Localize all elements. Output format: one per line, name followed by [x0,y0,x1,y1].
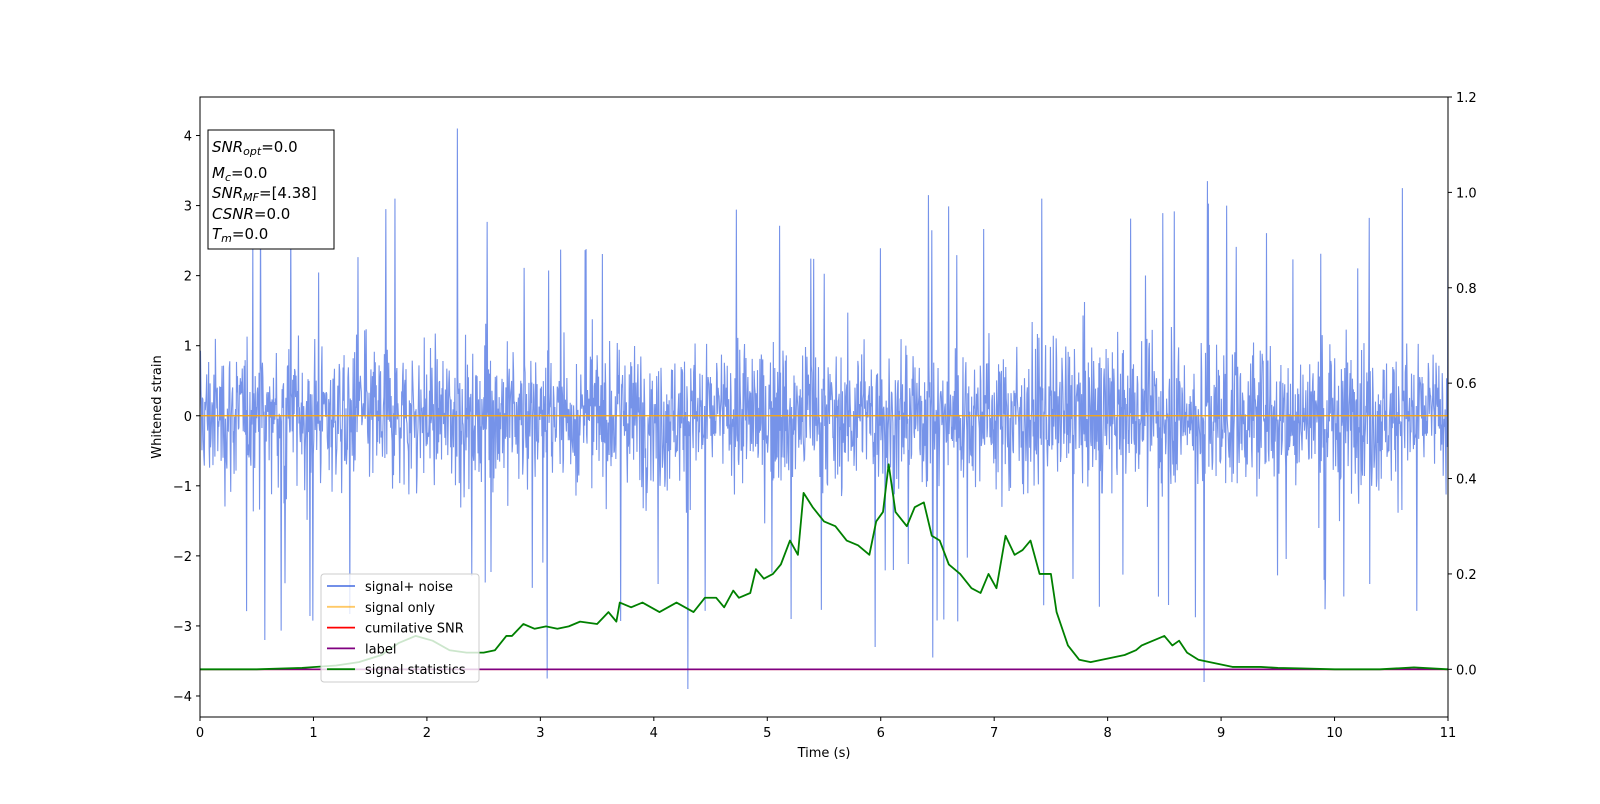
annotation-frame [207,129,335,250]
x-axis-label: Time (s) [797,746,851,761]
axes-frame [199,96,1449,718]
ticks: 0 1 2 3 4 5 6 7 8 9 10 11 −4 −3 −2 −1 0 1 2 3 4 0.0 0.2 0.4 0.6 0… [173,91,1477,741]
y-tick-label: −2 [173,550,192,565]
y-tick-label: 1 [184,340,192,355]
y2-tick-label: 0.8 [1456,282,1477,297]
annotation-line: Mc=0.0 [212,164,267,184]
y2-tick-label: 1.2 [1456,91,1477,106]
annotation-line: CSNR=0.0 [212,205,290,223]
y2-tick-label: 0.4 [1456,473,1477,488]
annotation-line: SNRMF=[4.38] [212,184,317,204]
annotation-line: SNRopt=0.0 [212,138,298,158]
x-tick-label: 9 [1217,726,1225,741]
legend: signal+ noise signal only cumilative SNR la… [320,573,480,683]
x-tick-label: 4 [650,726,658,741]
y-tick-label: 4 [184,130,192,145]
y-tick-label: −1 [173,480,192,495]
x-tick-label: 3 [536,726,544,741]
x-tick-label: 2 [423,726,431,741]
series-signal-noise [200,128,1448,689]
y2-tick-label: 0.0 [1456,663,1477,678]
y-tick-label: −3 [173,620,192,635]
legend-label: cumilative SNR [365,622,464,637]
annotation-line: Tm=0.0 [212,225,268,245]
legend-label: label [365,642,396,657]
legend-label: signal statistics [365,663,466,678]
y-tick-label: 0 [184,410,192,425]
y-tick-label: 3 [184,200,192,215]
y-tick-label: 2 [184,270,192,285]
legend-frame [320,573,480,683]
y2-tick-label: 0.2 [1456,568,1477,583]
legend-label: signal+ noise [365,580,453,595]
x-tick-label: 5 [763,726,771,741]
x-tick-label: 0 [196,726,204,741]
y-tick-label: −4 [173,690,192,705]
x-tick-label: 8 [1103,726,1111,741]
x-tick-label: 10 [1326,726,1343,741]
x-tick-label: 6 [877,726,885,741]
legend-label: signal only [365,601,435,616]
y2-tick-label: 1.0 [1456,186,1477,201]
x-tick-label: 7 [990,726,998,741]
y2-tick-label: 0.6 [1456,377,1477,392]
series-signal-statistics [200,463,1448,671]
x-tick-label: 1 [309,726,317,741]
y-axis-label: Whitened strain [150,355,165,458]
x-tick-label: 11 [1440,726,1457,741]
